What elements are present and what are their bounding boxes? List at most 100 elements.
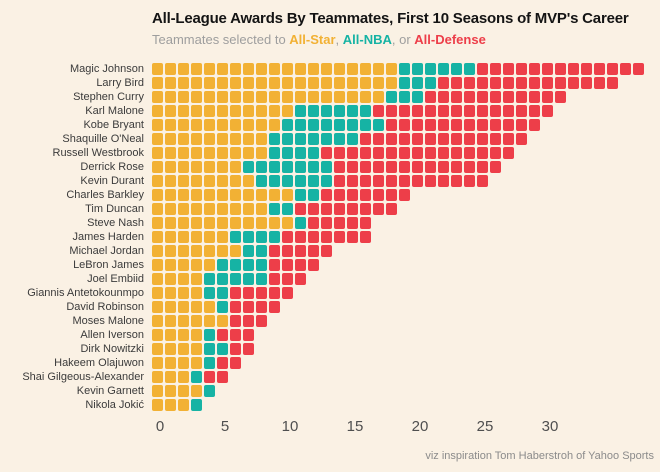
player-row: Dirk Nowitzki [0, 342, 660, 356]
all-star-square [217, 231, 228, 243]
all-star-square [178, 245, 189, 257]
all-nba-square [321, 161, 332, 173]
all-defense-square [594, 63, 605, 75]
all-defense-square [412, 161, 423, 173]
all-nba-square [204, 343, 215, 355]
all-defense-square [334, 189, 345, 201]
all-star-square [321, 91, 332, 103]
all-defense-square [399, 189, 410, 201]
all-nba-square [425, 77, 436, 89]
all-defense-square [243, 287, 254, 299]
all-defense-square [529, 91, 540, 103]
all-nba-square [243, 259, 254, 271]
all-defense-square [282, 287, 293, 299]
player-row: Stephen Curry [0, 90, 660, 104]
chart-header: All-League Awards By Teammates, First 10… [0, 0, 660, 47]
all-defense-square [217, 371, 228, 383]
all-star-square [243, 77, 254, 89]
all-nba-square [269, 161, 280, 173]
player-row: Russell Westbrook [0, 146, 660, 160]
all-star-square [165, 105, 176, 117]
all-nba-square [269, 231, 280, 243]
player-row: Larry Bird [0, 76, 660, 90]
all-nba-square [217, 287, 228, 299]
player-label: Moses Malone [72, 315, 144, 327]
all-defense-square [295, 259, 306, 271]
all-star-square [204, 245, 215, 257]
all-defense-square [321, 189, 332, 201]
all-defense-square [360, 133, 371, 145]
all-star-square [152, 273, 163, 285]
all-nba-square [256, 259, 267, 271]
all-star-square [178, 147, 189, 159]
all-nba-square [412, 63, 423, 75]
all-star-square [204, 119, 215, 131]
all-defense-square [256, 301, 267, 313]
all-star-square [178, 203, 189, 215]
all-star-square [152, 385, 163, 397]
all-nba-square [282, 161, 293, 173]
player-bar [152, 343, 256, 355]
all-defense-square [386, 203, 397, 215]
player-bar [152, 217, 373, 229]
all-defense-square [308, 231, 319, 243]
all-defense-square [386, 175, 397, 187]
all-nba-square [399, 63, 410, 75]
all-star-square [230, 77, 241, 89]
all-star-square [165, 315, 176, 327]
all-defense-square [347, 189, 358, 201]
all-star-square [204, 147, 215, 159]
all-defense-square [477, 91, 488, 103]
player-row: Shai Gilgeous-Alexander [0, 370, 660, 384]
all-defense-square [464, 119, 475, 131]
all-defense-square [399, 161, 410, 173]
all-star-square [191, 77, 202, 89]
player-row: Shaquille O'Neal [0, 132, 660, 146]
all-defense-square [555, 91, 566, 103]
all-nba-square [360, 105, 371, 117]
player-label: Hakeem Olajuwon [54, 357, 144, 369]
all-star-square [347, 63, 358, 75]
all-nba-square [295, 161, 306, 173]
all-star-square [165, 175, 176, 187]
all-nba-square [438, 63, 449, 75]
all-defense-square [386, 133, 397, 145]
all-nba-square [269, 133, 280, 145]
player-label: Michael Jordan [69, 245, 144, 257]
all-star-square [282, 189, 293, 201]
all-defense-square [555, 63, 566, 75]
all-nba-square [321, 119, 332, 131]
all-nba-square [464, 63, 475, 75]
all-nba-square [360, 119, 371, 131]
all-star-square [178, 119, 189, 131]
all-nba-square [191, 371, 202, 383]
player-row: Karl Malone [0, 104, 660, 118]
player-row: Derrick Rose [0, 160, 660, 174]
all-defense-square [490, 91, 501, 103]
all-nba-square [243, 245, 254, 257]
all-star-square [165, 329, 176, 341]
all-nba-square [321, 133, 332, 145]
all-defense-square [230, 329, 241, 341]
all-star-square [217, 203, 228, 215]
all-defense-square [464, 91, 475, 103]
all-star-square [191, 189, 202, 201]
all-star-square [152, 245, 163, 257]
all-nba-square [256, 273, 267, 285]
all-star-square [178, 133, 189, 145]
all-defense-square [373, 175, 384, 187]
all-defense-square [464, 133, 475, 145]
all-star-square [282, 63, 293, 75]
all-star-square [165, 217, 176, 229]
all-nba-square [347, 119, 358, 131]
all-defense-square [308, 245, 319, 257]
player-bar [152, 357, 243, 369]
all-star-square [165, 203, 176, 215]
all-defense-square [230, 301, 241, 313]
all-star-square [152, 203, 163, 215]
all-nba-square [308, 147, 319, 159]
all-star-square [230, 175, 241, 187]
all-defense-square [334, 147, 345, 159]
player-bar [152, 203, 399, 215]
player-label: Russell Westbrook [52, 147, 145, 159]
